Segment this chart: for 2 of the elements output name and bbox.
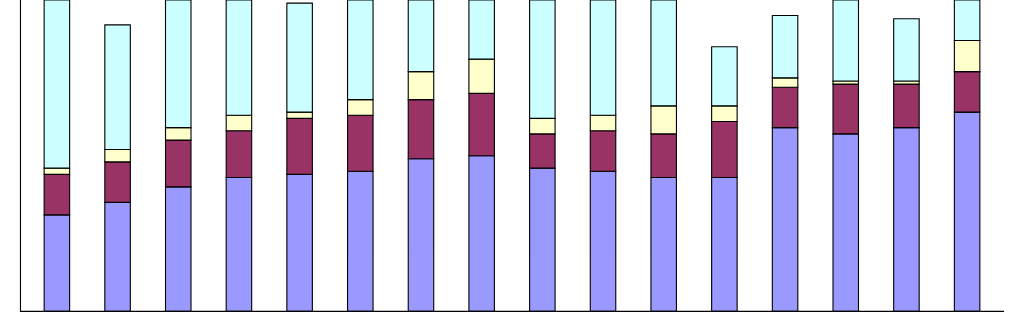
bar [893, 18, 920, 82]
bar [832, 0, 860, 82]
